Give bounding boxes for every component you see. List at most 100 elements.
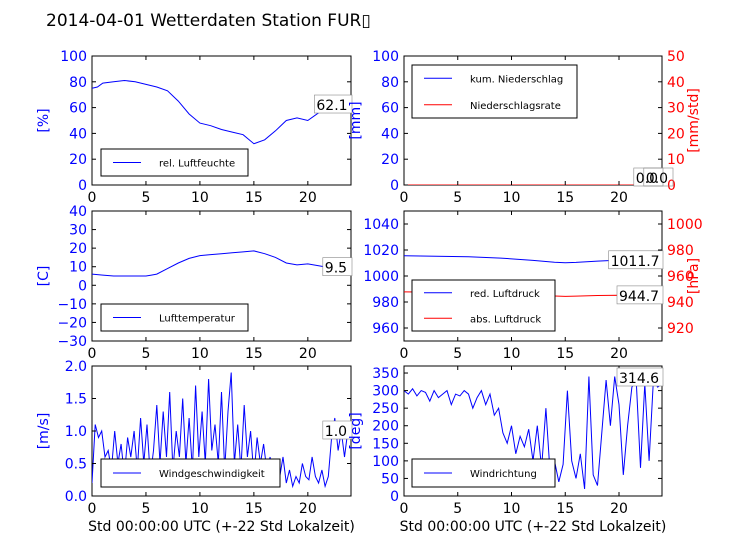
x-tick-label: 5 <box>141 346 150 362</box>
x-tick-label: 20 <box>610 501 628 517</box>
y-tick-label: 150 <box>372 436 399 452</box>
y-tick-label: 40 <box>69 126 87 142</box>
value-box-frame <box>616 367 664 387</box>
y-tick-label: 0.5 <box>65 457 87 473</box>
y-tick-label: 30 <box>69 223 87 239</box>
y2-tick-label: 10 <box>667 152 685 168</box>
legend-label: kum. Niederschlag <box>470 74 563 85</box>
y-tick-label: 200 <box>372 419 399 435</box>
x-tick-label: 10 <box>191 501 209 517</box>
x-tick-label: 15 <box>245 501 263 517</box>
panel-temperature: 0 5 10 15 20 −30 −20 −10 0 10 20 30 40 [C] Lufttempera… <box>36 204 353 362</box>
x-tick-label: 5 <box>453 190 462 206</box>
legend-box <box>100 148 249 177</box>
x-tick-label: 20 <box>299 190 317 206</box>
y-tick-label: 100 <box>372 454 399 470</box>
legend-label: Windrichtung <box>470 469 537 480</box>
x-axis-label: Std 00:00:00 UTC (+-22 Std Lokalzeit) <box>400 519 667 535</box>
value-box-2: 944.7 <box>619 289 659 305</box>
panel-pressure: 0 5 10 15 20 960 980 1000 1020 1040 920 940 960 980 10… <box>363 210 703 362</box>
y-axis-label: [%] <box>36 108 52 132</box>
x-tick-label: 5 <box>453 501 462 517</box>
value-box: 62.1 <box>316 98 347 114</box>
y-tick-label: 350 <box>372 366 399 382</box>
x-tick-label: 15 <box>556 346 574 362</box>
y-tick-label: 1020 <box>363 243 399 259</box>
legend-label: Niederschlagsrate <box>470 101 561 112</box>
y-tick-label: 20 <box>69 241 87 257</box>
y-axis-label: [deg] <box>348 412 364 449</box>
x-tick-label: 20 <box>610 346 628 362</box>
y-tick-label: 100 <box>60 49 87 65</box>
y2-axis-label: [mm/std] <box>686 88 702 153</box>
y-axis-label: [C] <box>36 266 52 287</box>
x-tick-label: 0 <box>400 501 409 517</box>
y-tick-label: 1000 <box>363 269 399 285</box>
y2-axis-label: [hPa] <box>686 258 702 294</box>
y-tick-label: −20 <box>57 315 87 331</box>
x-tick-label: 20 <box>299 346 317 362</box>
y-tick-label: 300 <box>372 384 399 400</box>
x-tick-label: 15 <box>245 346 263 362</box>
y-tick-label: −10 <box>57 297 87 313</box>
y-tick-label: 20 <box>381 152 399 168</box>
x-tick-label: 10 <box>503 190 521 206</box>
y2-tick-label: 20 <box>667 126 685 142</box>
value-box: 0.0 <box>636 171 658 187</box>
series-line-0 <box>92 250 351 277</box>
value-box-frame <box>322 420 353 440</box>
x-tick-label: 10 <box>503 501 521 517</box>
x-tick-label: 0 <box>400 346 409 362</box>
y-tick-label: 0 <box>78 278 87 294</box>
y-tick-label: 1040 <box>363 217 399 233</box>
legend-box <box>411 279 556 332</box>
y-tick-label: 40 <box>69 204 87 220</box>
y-tick-label: 960 <box>372 321 399 337</box>
y-tick-label: 80 <box>69 75 87 91</box>
y2-tick-label: 960 <box>667 269 694 285</box>
x-tick-label: 5 <box>141 501 150 517</box>
legend-label: red. Luftdruck <box>470 289 540 300</box>
y-axis-label: [m/s] <box>36 413 52 450</box>
y-tick-label: 100 <box>372 49 399 65</box>
x-tick-label: 5 <box>141 190 150 206</box>
y-tick-label: 2.0 <box>65 359 87 375</box>
y-tick-label: 60 <box>69 101 87 117</box>
y2-tick-label: 40 <box>667 75 685 91</box>
y-tick-label: 20 <box>69 152 87 168</box>
chart-title: 2014-04-01 Wetterdaten Station FUR▯ <box>46 11 371 31</box>
panel-humidity: 0 5 10 15 20 0 20 40 60 80 100 [%] rel. Luftfeuchte 6… <box>36 49 353 206</box>
y-tick-label: 1.5 <box>65 392 87 408</box>
value-box-2-frame <box>616 285 664 305</box>
y2-tick-label: 50 <box>667 49 685 65</box>
y-tick-label: 0 <box>78 178 87 194</box>
value-box-frame <box>608 250 664 270</box>
legend-label: Lufttemperatur <box>159 314 236 325</box>
y-tick-label: −30 <box>57 334 87 350</box>
y2-tick-label: 920 <box>667 321 694 337</box>
legend-label: Windgeschwindigkeit <box>159 469 265 480</box>
legend-label: rel. Luftfeuchte <box>159 159 235 170</box>
y-tick-label: 40 <box>381 126 399 142</box>
y-tick-label: 50 <box>381 471 399 487</box>
value-box: 314.6 <box>619 371 659 387</box>
legend-box <box>411 64 578 119</box>
x-tick-label: 0 <box>400 190 409 206</box>
x-tick-label: 15 <box>245 190 263 206</box>
x-tick-label: 5 <box>453 346 462 362</box>
y-axis-label: [mm] <box>348 101 364 139</box>
x-tick-label: 20 <box>610 190 628 206</box>
legend-label: abs. Luftdruck <box>470 314 541 325</box>
x-tick-label: 0 <box>88 501 97 517</box>
value-box-frame <box>322 257 353 276</box>
y-tick-label: 0 <box>390 489 399 505</box>
value-box-frame <box>314 94 353 114</box>
x-axis-label: Std 00:00:00 UTC (+-22 Std Lokalzeit) <box>88 519 355 535</box>
value-box: 1.0 <box>325 424 347 440</box>
y2-tick-label: 940 <box>667 295 694 311</box>
